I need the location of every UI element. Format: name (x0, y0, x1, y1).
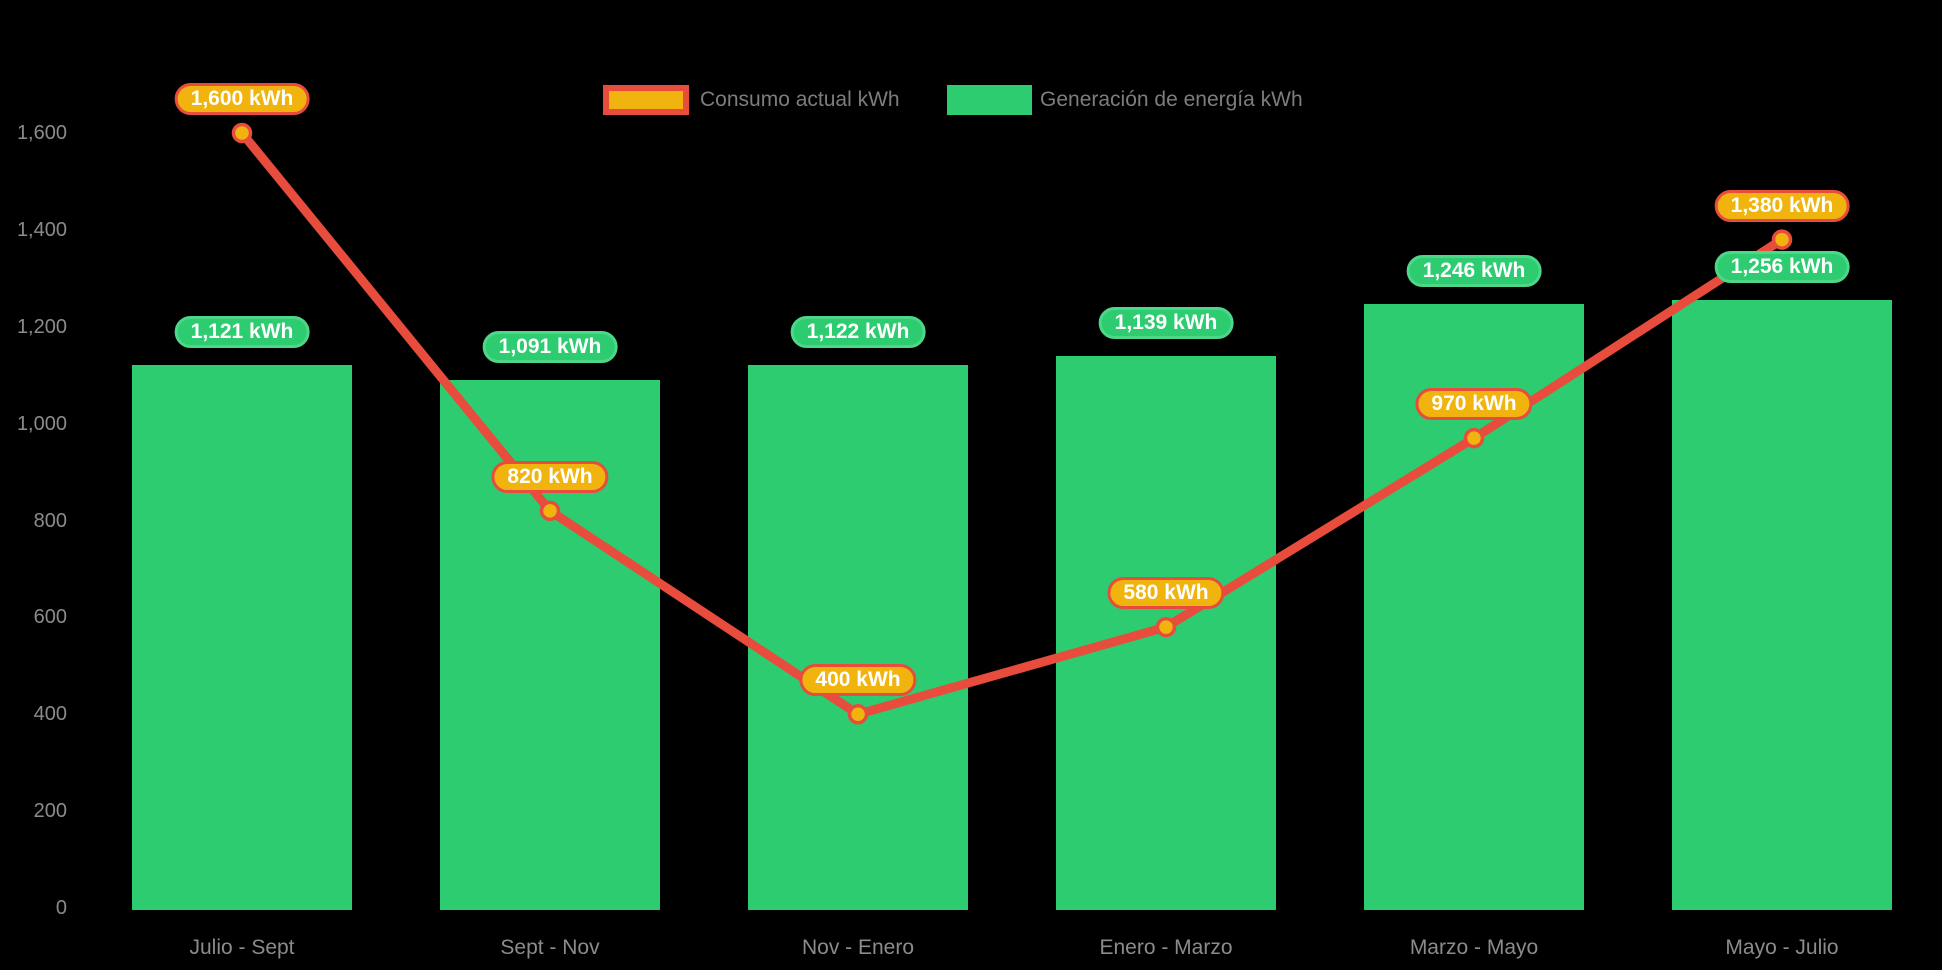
consumption-point (231, 122, 253, 144)
generation-bar (132, 365, 352, 910)
consumption-point (1463, 427, 1485, 449)
legend: Consumo actual kWh Generación de energía… (0, 0, 1942, 130)
consumption-point (1771, 229, 1793, 250)
x-axis-label: Julio - Sept (189, 936, 295, 959)
consumption-point (539, 500, 561, 522)
y-axis-tick: 0 (55, 897, 67, 919)
consumption-point (847, 704, 869, 725)
consumption-value-pill: 580 kWh (1107, 577, 1225, 610)
consumption-value-pill: 1,600 kWh (174, 83, 310, 115)
x-axis-label: Nov - Enero (801, 936, 915, 959)
legend-swatch-consumo (603, 85, 689, 115)
x-axis-label: Sept - Nov (500, 936, 600, 959)
y-axis-tick: 400 (33, 703, 67, 726)
bar-value-pill: 1,256 kWh (1714, 250, 1850, 283)
x-axis-label: Marzo - Mayo (1409, 936, 1539, 959)
y-axis-tick: 200 (33, 800, 67, 823)
legend-label-consumo: Consumo actual kWh (700, 88, 900, 111)
consumption-point (1155, 616, 1177, 638)
consumption-value-pill: 400 kWh (799, 664, 917, 697)
legend-label-generacion: Generación de energía kWh (1040, 88, 1303, 111)
y-axis-tick: 800 (33, 509, 67, 532)
generation-bar (1672, 299, 1892, 910)
consumption-value-pill: 1,380 kWh (1714, 189, 1850, 222)
consumption-value-pill: 820 kWh (491, 460, 609, 493)
generation-bar (748, 364, 968, 910)
y-axis-tick: 1,200 (16, 315, 67, 338)
y-axis-tick: 1,000 (16, 412, 67, 435)
bar-value-pill: 1,139 kWh (1098, 307, 1234, 340)
x-axis-label: Mayo - Julio (1725, 936, 1839, 959)
bar-value-pill: 1,122 kWh (790, 315, 926, 348)
bar-value-pill: 1,121 kWh (174, 316, 310, 349)
bar-value-pill: 1,246 kWh (1406, 255, 1542, 288)
y-axis-tick: 1,400 (16, 218, 67, 241)
bar-value-pill: 1,091 kWh (482, 330, 618, 363)
y-axis-tick: 600 (33, 606, 67, 629)
consumption-value-pill: 970 kWh (1415, 388, 1533, 421)
x-axis-label: Enero - Marzo (1099, 936, 1233, 959)
y-axis-tick: 1,600 (16, 122, 67, 144)
legend-swatch-generacion (947, 85, 1032, 115)
